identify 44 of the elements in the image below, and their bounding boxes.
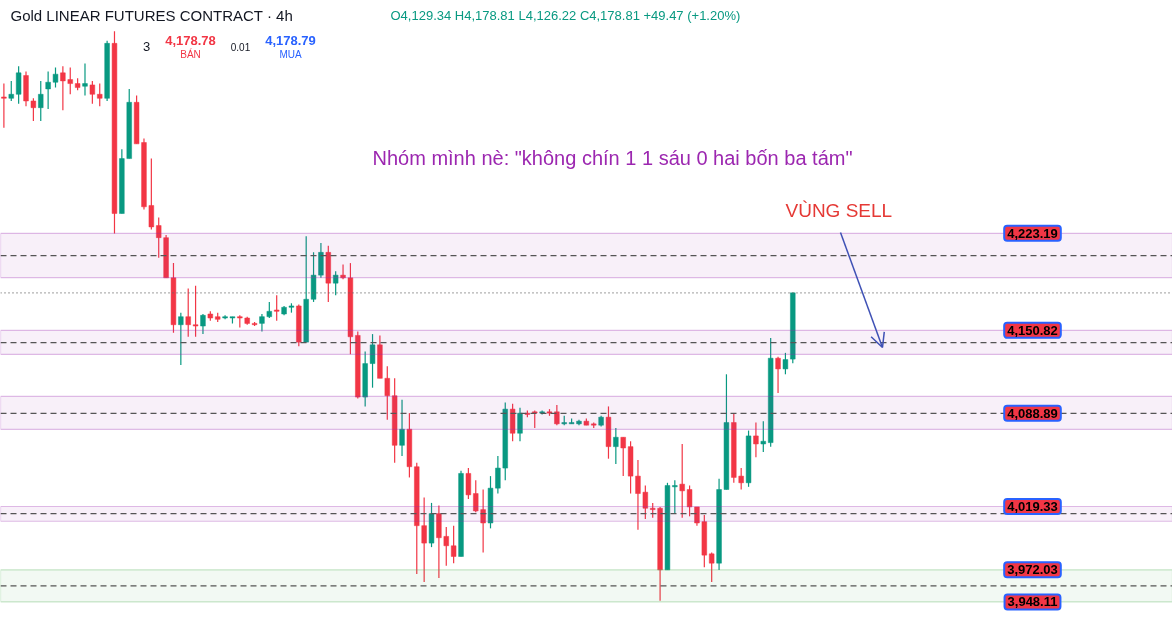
candlestick [185,287,191,338]
annotation: BÁN [180,48,201,60]
candlestick [760,420,766,453]
candlestick [97,82,103,107]
candlestick [89,80,96,105]
candlestick [465,467,472,500]
annotation: Nhóm mình nè: "không chín 1 1 sáu 0 hai bốn ba tám" [372,146,853,169]
candlestick [15,65,22,105]
y-tick-label: 3,972.03 [1007,562,1058,578]
y-tick-label: 4,150.82 [1007,322,1058,338]
candlestick [8,80,14,102]
y-tick-label: 4,223.19 [1007,225,1058,241]
candlestick [782,352,789,375]
chart-title: Gold LINEAR FUTURES CONTRACT · 4h [10,7,293,24]
annotation: MUA [279,49,302,60]
y-tick-label: 3,948.11 [1007,594,1058,610]
candlestick [340,263,346,280]
annotation: 0.01 [230,41,251,53]
candlestick [517,407,523,442]
y-tick-label: 4,019.33 [1007,498,1058,514]
annotation: 4,178.78 [165,33,216,48]
candlestick [178,312,184,366]
candlestick [450,525,457,564]
candlestick [620,436,626,477]
annotation: 3 [142,39,151,54]
candlestick [709,551,715,583]
candlestick [192,285,199,338]
candlestick [399,399,405,457]
candlestick [45,70,51,110]
candlestick [1,82,7,129]
candlestick [775,356,781,394]
candlestick [613,427,619,465]
text: O4,129.34 H4,178.81 L4,126.22 C4,178.81 +49.47 (+1.20%) [390,8,741,23]
candlestick [274,294,280,322]
annotation: VÙNG SELL [785,200,893,221]
candlestick [333,270,339,296]
candlestick [753,421,759,458]
candlestick [38,80,44,122]
candlestick [52,66,59,89]
annotation: 4,178.79 [265,33,316,48]
candlestick [679,443,685,519]
candlestick [82,62,88,97]
candlestick [200,313,206,335]
y-tick-label: 4,088.89 [1007,405,1058,421]
